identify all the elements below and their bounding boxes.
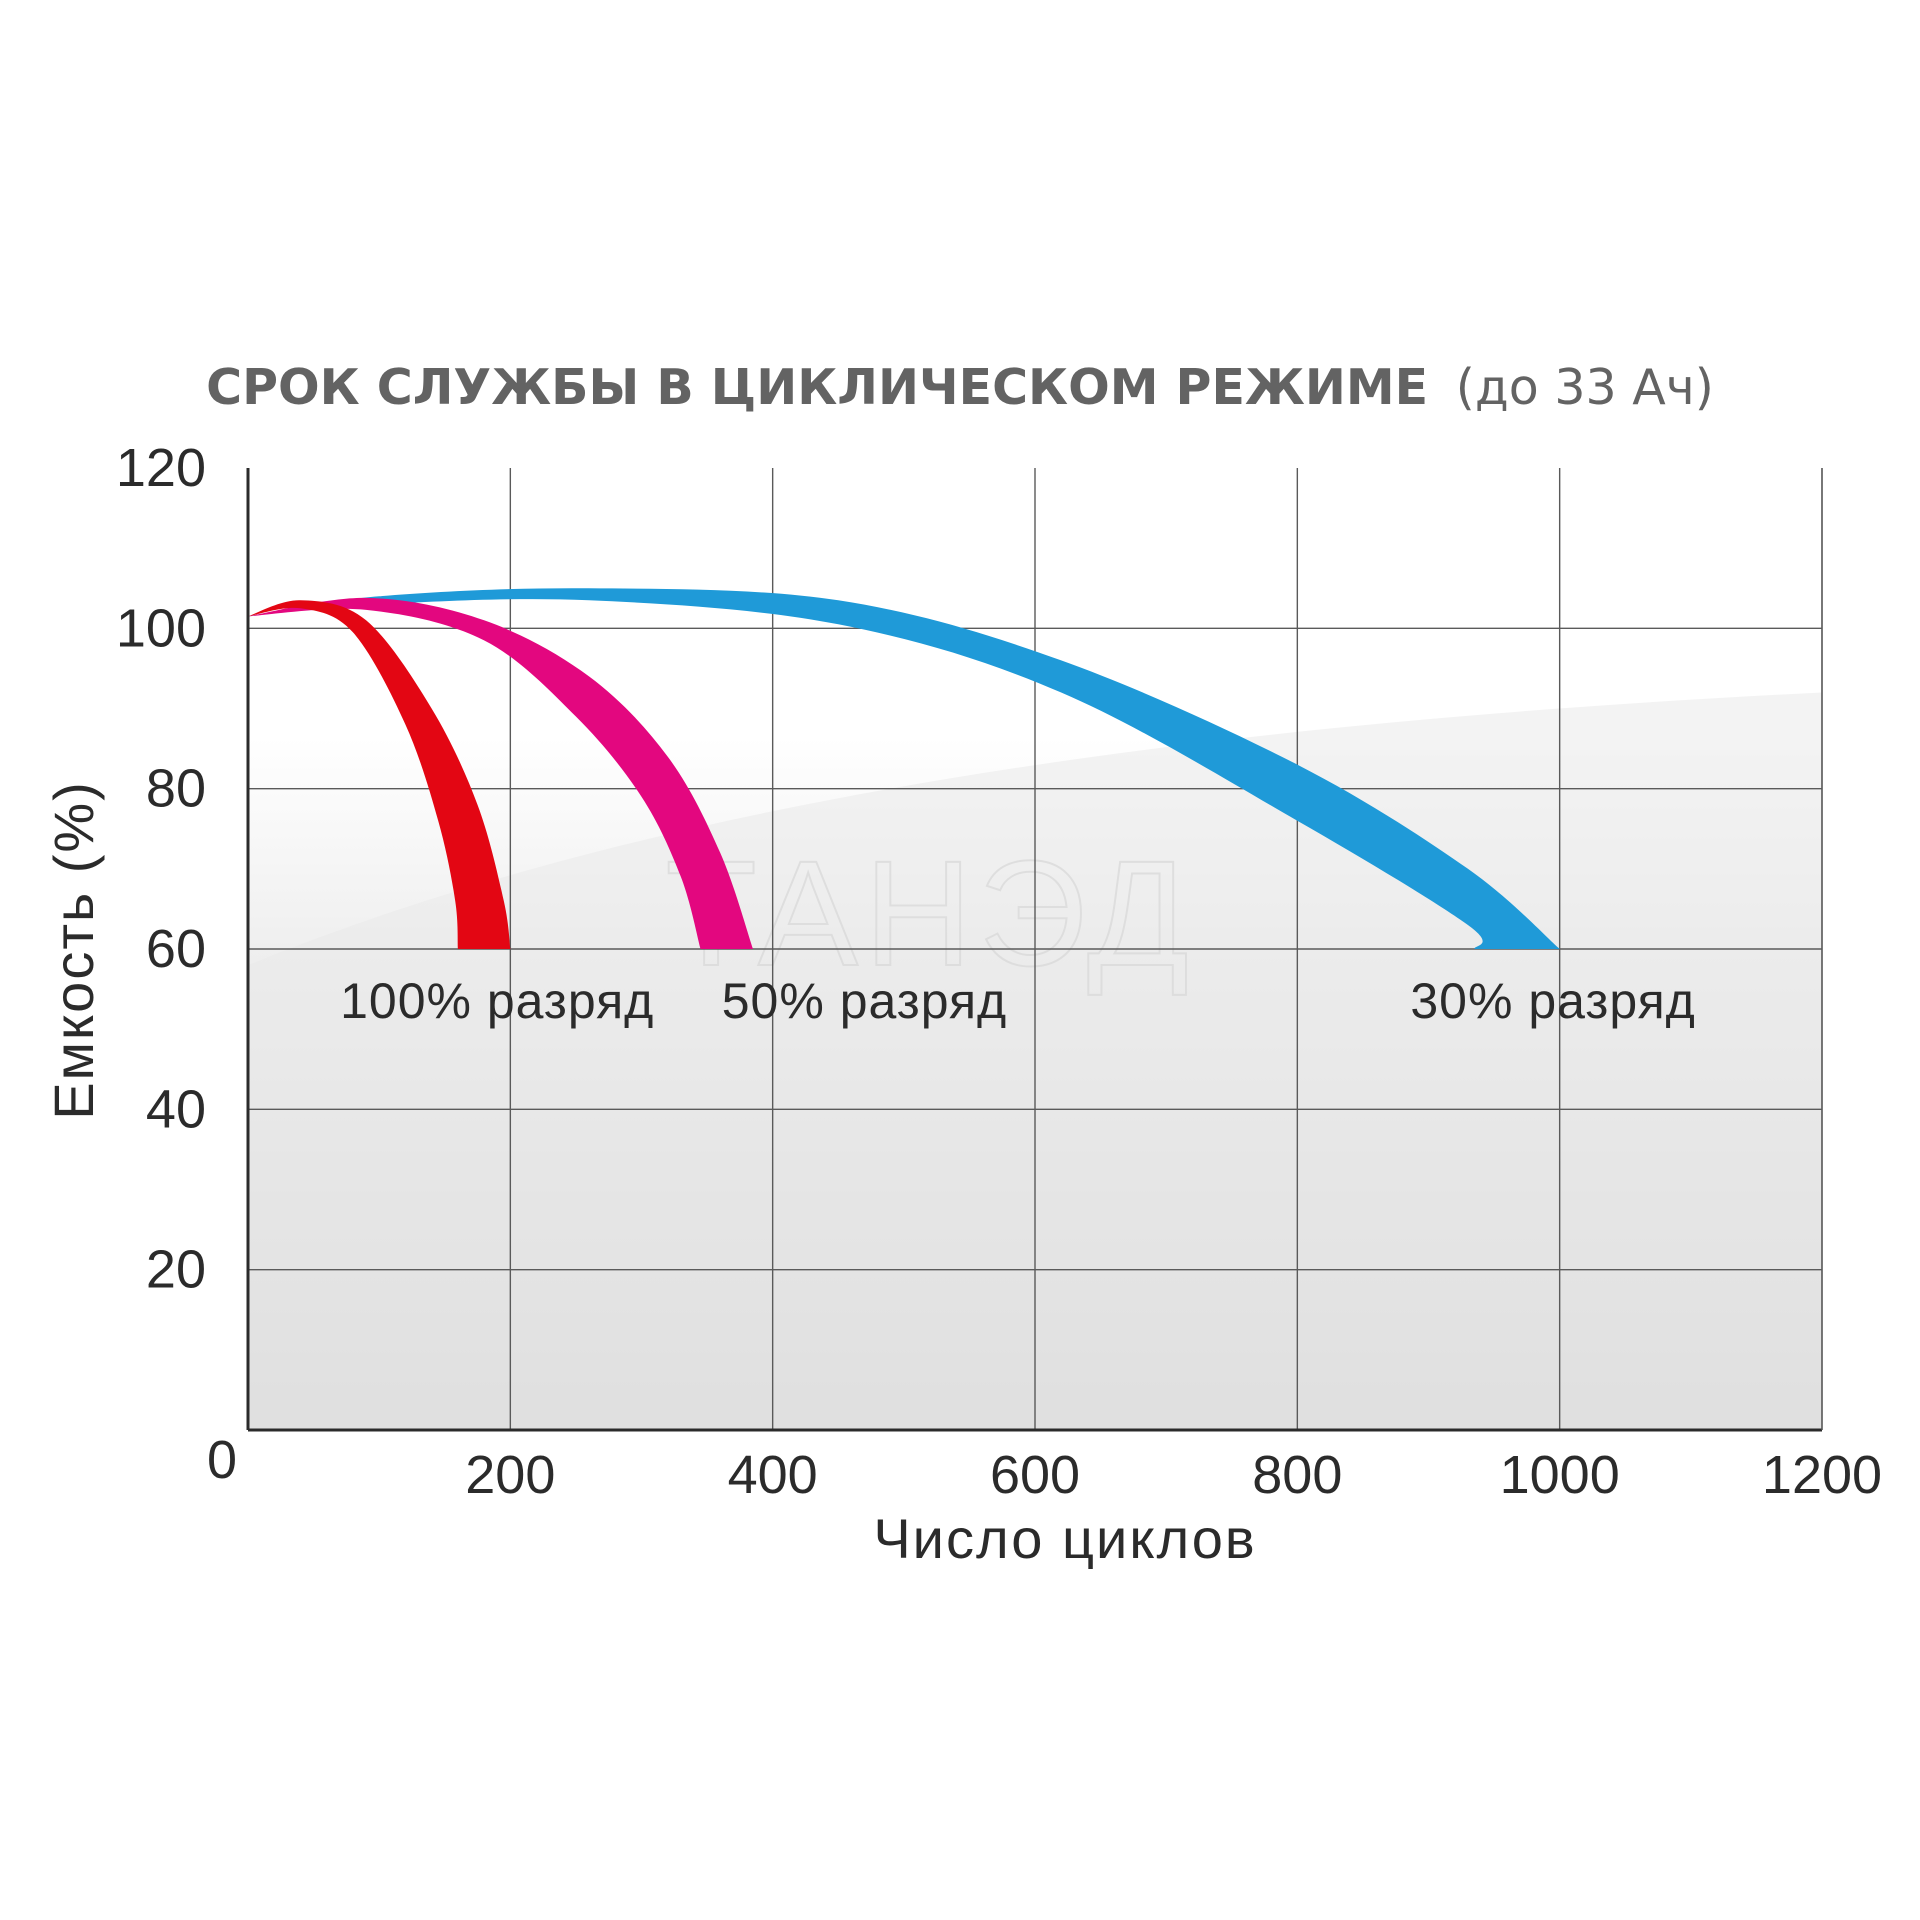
y-tick-label: 120: [116, 438, 206, 498]
y-tick-label: 40: [146, 1079, 206, 1139]
x-tick-label: 0: [207, 1430, 237, 1490]
x-tick-label: 400: [728, 1445, 818, 1505]
x-tick-label: 1000: [1500, 1445, 1620, 1505]
watermark: ТАНЭД: [664, 828, 1194, 998]
series-layer: [248, 588, 1560, 949]
x-tick-label: 200: [465, 1445, 555, 1505]
chart-title: СРОК СЛУЖБЫ В ЦИКЛИЧЕСКОМ РЕЖИМЕ (до 33 …: [206, 359, 1714, 416]
y-tick-label: 80: [146, 759, 206, 819]
series-ribbon-2: [248, 597, 753, 949]
tick-labels: 0 200 400 600 800 1000 1200 20 40 60 80 100 120: [116, 438, 1882, 1505]
series-label: 50% разряд: [722, 973, 1007, 1029]
x-tick-label: 800: [1252, 1445, 1342, 1505]
chart-subtitle: (до 33 Ач): [1456, 359, 1714, 416]
series-label: 30% разряд: [1410, 973, 1695, 1029]
x-tick-label: 600: [990, 1445, 1080, 1505]
watermark-text: ТАНЭД: [665, 829, 1194, 997]
axes: [246, 468, 1823, 1432]
chart-title-main: СРОК СЛУЖБЫ В ЦИКЛИЧЕСКОМ РЕЖИМЕ: [206, 359, 1428, 416]
series-ribbon-1: [248, 588, 1560, 949]
series-label: 100% разряд: [340, 973, 654, 1029]
x-axis-label: Число циклов: [873, 1507, 1256, 1570]
series-ribbon-3: [248, 600, 511, 949]
series-labels: 100% разряд 50% разряд 30% разряд: [340, 973, 1695, 1029]
y-tick-label: 100: [116, 598, 206, 658]
x-tick-label: 1200: [1762, 1445, 1882, 1505]
y-tick-label: 20: [146, 1240, 206, 1300]
y-tick-label: 60: [146, 919, 206, 979]
y-axis-label: Емкость (%): [42, 780, 105, 1120]
